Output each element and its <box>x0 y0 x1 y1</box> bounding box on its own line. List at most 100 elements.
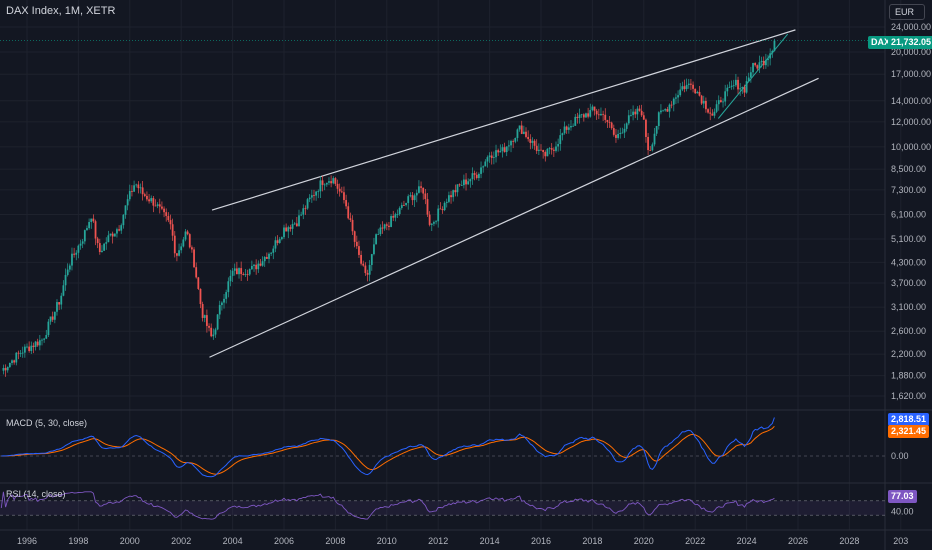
candle-body <box>525 131 527 137</box>
candle-body <box>253 264 255 266</box>
candle-body <box>302 208 305 215</box>
candle-body <box>548 148 551 149</box>
candle-body <box>407 196 410 203</box>
candle-body <box>771 50 774 54</box>
candle-body <box>92 218 95 222</box>
candle-body <box>75 252 78 255</box>
candle-body <box>353 231 356 242</box>
candle-body <box>396 214 399 215</box>
candle-body <box>484 161 487 167</box>
candle-body <box>214 329 217 335</box>
candle-body <box>452 190 455 198</box>
candle-body <box>413 195 416 201</box>
candle-body <box>276 240 279 243</box>
candle-body <box>133 185 135 192</box>
candle-body <box>619 132 622 134</box>
time-tick-label: 203 <box>893 536 908 546</box>
candle-body <box>66 269 69 275</box>
candle-body <box>71 253 73 266</box>
candle-body <box>167 215 170 221</box>
candle-body <box>696 91 699 94</box>
candle-body <box>516 129 519 138</box>
candle-body <box>687 83 690 85</box>
candle-body <box>537 149 540 151</box>
candle-body <box>38 340 41 346</box>
candle-body <box>773 40 776 51</box>
candle-body <box>454 190 457 193</box>
candle-body <box>178 250 180 256</box>
candle-body <box>330 181 333 184</box>
candle-body <box>739 88 742 90</box>
candle-body <box>422 187 425 194</box>
candle-body <box>450 195 452 198</box>
candle-body <box>47 321 50 336</box>
time-axis[interactable]: 1996 1998 2000 2002 2004 2006 2008 2010 2012 2014… <box>17 536 908 546</box>
candle-body <box>749 72 752 78</box>
candle-body <box>283 227 285 238</box>
candle-body <box>707 109 709 113</box>
candle-body <box>323 184 326 186</box>
candle-body <box>15 352 18 363</box>
candle-body <box>677 95 679 98</box>
candle-body <box>158 204 161 207</box>
candle-body <box>715 104 718 112</box>
time-tick-label: 2002 <box>171 536 191 546</box>
candle-body <box>242 274 245 276</box>
candle-body <box>666 109 669 112</box>
candle-body <box>469 179 472 182</box>
candle-body <box>11 360 13 364</box>
currency-selector[interactable]: EUR <box>889 4 925 20</box>
candle-body <box>510 140 512 146</box>
candle-body <box>458 184 461 186</box>
candle-body <box>28 346 31 352</box>
candle-body <box>265 256 268 259</box>
candle-body <box>103 243 105 251</box>
time-tick-label: 2014 <box>480 536 500 546</box>
rsi-value-badge: 77.03 <box>888 490 917 503</box>
candle-body <box>304 208 307 210</box>
price-axis[interactable]: 24,000.00 20,000.00 17,000.00 14,000.00 12,0… <box>891 22 931 401</box>
candle-body <box>377 234 380 235</box>
candle-body <box>424 193 427 200</box>
candle-body <box>293 223 296 225</box>
time-tick-label: 2026 <box>788 536 808 546</box>
macd-zero-tick: 0.00 <box>891 451 909 461</box>
candle-body <box>557 144 560 147</box>
candle-body <box>176 253 178 256</box>
candle-body <box>546 148 549 157</box>
candle-body <box>503 147 506 153</box>
candle-body <box>201 304 204 318</box>
candle-body <box>632 111 634 116</box>
candle-body <box>225 292 228 299</box>
candle-body <box>351 219 354 232</box>
price-tick-label: 5,100.00 <box>891 234 926 244</box>
candle-body <box>21 352 24 354</box>
candle-body <box>636 108 639 115</box>
candle-body <box>582 114 585 118</box>
candle-body <box>306 199 309 209</box>
candle-body <box>550 148 553 150</box>
candle-body <box>403 205 405 206</box>
candle-body <box>240 268 243 275</box>
candle-body <box>490 155 493 158</box>
candle-body <box>203 315 206 318</box>
time-tick-label: 2018 <box>582 536 602 546</box>
candle-body <box>565 126 568 130</box>
time-tick-label: 2008 <box>325 536 345 546</box>
rsi-label: RSI (14, close) <box>6 489 66 499</box>
trendline <box>209 77 819 358</box>
candle-body <box>445 201 448 203</box>
candle-body <box>578 114 581 118</box>
candle-body <box>651 144 654 151</box>
macd-value-badge: 2,818.51 <box>888 413 930 426</box>
candle-body <box>79 243 82 246</box>
price-tick-label: 6,100.00 <box>891 210 926 220</box>
candle-body <box>756 65 759 69</box>
candle-body <box>328 181 330 183</box>
candle-body <box>184 231 187 240</box>
rsi-line <box>0 491 775 520</box>
candle-body <box>310 195 313 198</box>
candle-body <box>694 88 697 94</box>
